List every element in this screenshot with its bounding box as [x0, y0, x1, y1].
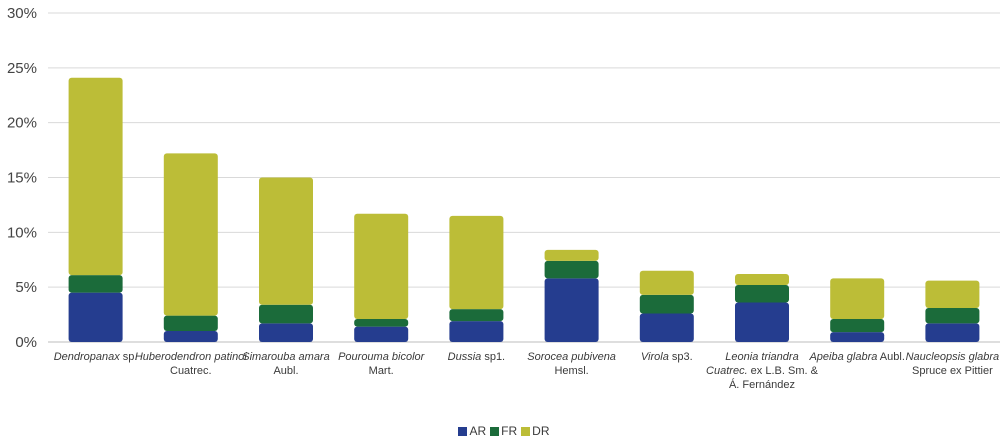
bar-dr: [449, 215, 504, 310]
x-category-label: Naucleopsis glabra Spruce ex Pittier: [896, 350, 1008, 378]
x-category-plain: Mart.: [368, 365, 394, 377]
bar-fr: [925, 308, 980, 324]
x-category-plain: Hemsl.: [554, 365, 589, 377]
x-category-italic: Huberodendron patinoi: [134, 351, 247, 363]
bar-fr: [68, 275, 123, 293]
bar-ar: [830, 332, 885, 342]
y-tick-label: 15%: [7, 170, 37, 187]
bar-dr: [735, 274, 789, 285]
y-tick-label: 20%: [7, 115, 37, 132]
bar-fr: [354, 318, 409, 327]
x-category-plain: Aubl.: [877, 351, 905, 363]
legend-label: DR: [532, 424, 550, 438]
legend: AR FR DR: [0, 424, 1008, 438]
chart-area: 0% 5% 10% 15% 20% 25% 30%: [7, 5, 1000, 351]
bar-fr: [449, 309, 504, 322]
x-category-label: Sorocea pubivena Hemsl.: [516, 350, 628, 378]
bar-dr: [925, 280, 980, 309]
x-category-label: Simarouba amara Aubl.: [230, 350, 342, 378]
x-category-italic: Simarouba amara: [242, 351, 330, 363]
x-category-italic: Sorocea pubivena: [527, 351, 616, 363]
x-category-italic: Naucleopsis glabra: [905, 351, 1000, 363]
bar-dr: [639, 270, 694, 295]
bar-fr: [259, 304, 313, 324]
y-tick-label: 0%: [15, 334, 37, 351]
bar-fr: [639, 294, 694, 314]
x-category-plain: Cuatrec.: [170, 365, 212, 377]
legend-label: AR: [469, 424, 487, 438]
x-category-label: Apeiba glabra Aubl.: [801, 350, 913, 364]
bar-fr: [830, 318, 885, 333]
x-category-label: Pourouma bicolor Mart.: [325, 350, 437, 378]
y-tick-label: 10%: [7, 224, 37, 241]
x-category-italic: Apeiba glabra: [809, 351, 878, 363]
x-category-plain: Aubl.: [273, 365, 299, 377]
x-category-plain: sp3.: [668, 351, 693, 363]
bar-series: [68, 77, 980, 342]
bar-ar: [544, 278, 599, 342]
legend-item: AR: [458, 424, 486, 438]
y-tick-label: 30%: [7, 5, 37, 22]
legend-swatch: [521, 427, 531, 436]
bar-dr: [830, 278, 885, 319]
legend-label: FR: [501, 424, 518, 438]
bar-fr: [544, 260, 599, 279]
y-tick-label: 25%: [7, 60, 37, 77]
x-category-italic: Leonia triandra Cuatrec.: [706, 351, 799, 377]
x-category-label: Leonia triandra Cuatrec. ex L.B. Sm. & Á…: [706, 350, 818, 392]
bar-ar: [68, 292, 123, 342]
legend-swatch: [458, 427, 468, 436]
x-category-label: Dendropanax sp.: [40, 350, 152, 364]
bar-ar: [354, 326, 409, 342]
bar-dr: [163, 153, 218, 316]
x-category-plain: ex L.B. Sm. & Á. Fernández: [728, 365, 818, 391]
y-axis-ticks: 0% 5% 10% 15% 20% 25% 30%: [7, 5, 37, 351]
x-category-label: Huberodendron patinoi Cuatrec.: [135, 350, 247, 378]
bar-ar: [163, 331, 218, 342]
x-category-plain: sp.: [119, 351, 138, 363]
x-category-italic: Dendropanax: [53, 351, 120, 363]
bar-dr: [68, 77, 123, 276]
legend-swatch: [490, 427, 500, 436]
x-category-label: Dussia sp1.: [420, 350, 532, 364]
bar-dr: [544, 249, 599, 261]
x-category-italic: Dussia: [447, 351, 482, 363]
bar-ar: [449, 321, 504, 342]
bar-ar: [639, 313, 694, 342]
x-category-italic: Pourouma bicolor: [338, 351, 425, 363]
x-category-plain: Spruce ex Pittier: [912, 365, 993, 377]
legend-item: DR: [521, 424, 550, 438]
bar-ar: [259, 323, 313, 342]
bar-fr: [735, 284, 789, 303]
bar-dr: [259, 177, 313, 305]
bar-ar: [735, 302, 789, 342]
y-tick-label: 5%: [15, 279, 37, 296]
x-category-plain: sp1.: [481, 351, 506, 363]
bar-fr: [163, 315, 218, 332]
bar-ar: [925, 323, 980, 342]
x-category-label: Virola sp3.: [611, 350, 723, 364]
x-category-italic: Virola: [640, 351, 669, 363]
bar-dr: [354, 213, 409, 319]
legend-item: FR: [490, 424, 517, 438]
